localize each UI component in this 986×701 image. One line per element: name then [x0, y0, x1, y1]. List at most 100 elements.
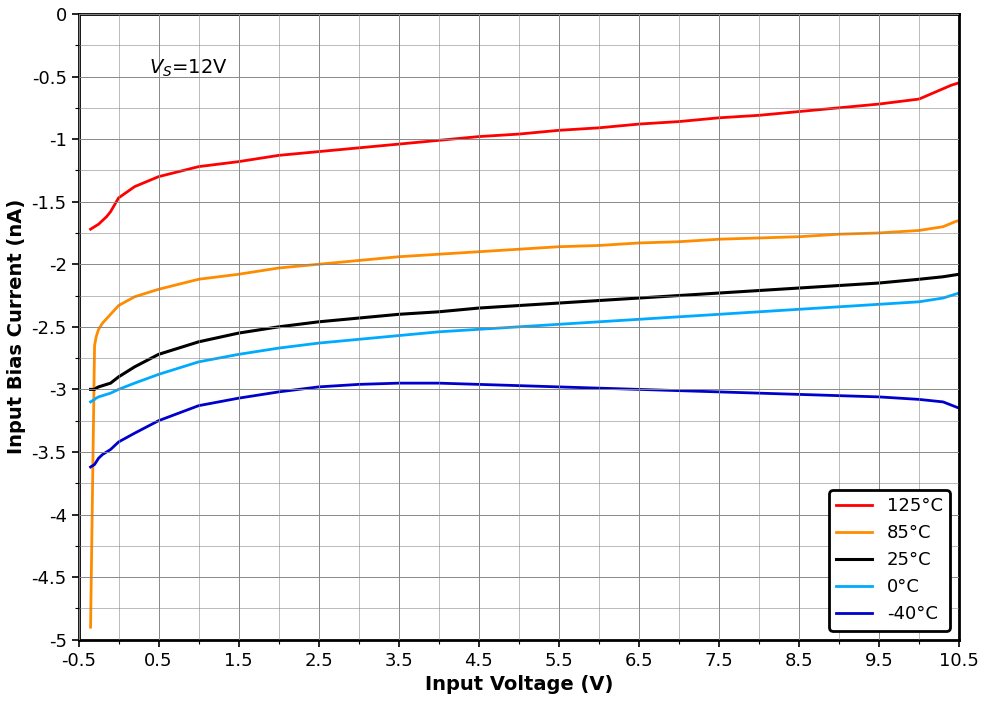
0°C: [85, 397, 97, 406]
-40°C: [553, 383, 565, 391]
85°C: [913, 226, 925, 235]
85°C: [97, 319, 108, 327]
-40°C: [85, 463, 97, 471]
0°C: [91, 394, 103, 402]
125°C: [85, 225, 97, 233]
85°C: [112, 301, 124, 310]
25°C: [593, 297, 604, 305]
0°C: [874, 300, 885, 308]
125°C: [946, 81, 957, 90]
25°C: [89, 385, 101, 393]
25°C: [833, 281, 845, 290]
Y-axis label: Input Bias Current (nA): Input Bias Current (nA): [7, 199, 26, 454]
25°C: [713, 289, 725, 297]
25°C: [353, 314, 365, 322]
85°C: [593, 241, 604, 250]
-40°C: [874, 393, 885, 401]
25°C: [112, 373, 124, 381]
85°C: [105, 310, 116, 318]
-40°C: [793, 390, 805, 399]
85°C: [392, 252, 404, 261]
85°C: [633, 239, 645, 247]
0°C: [513, 322, 525, 331]
85°C: [153, 285, 165, 294]
125°C: [392, 140, 404, 149]
25°C: [233, 329, 245, 337]
25°C: [553, 299, 565, 307]
25°C: [953, 270, 965, 278]
85°C: [129, 292, 141, 301]
0°C: [153, 370, 165, 379]
85°C: [553, 243, 565, 251]
Line: 125°C: 125°C: [91, 83, 959, 229]
-40°C: [313, 383, 324, 391]
85°C: [833, 230, 845, 238]
125°C: [953, 79, 965, 87]
125°C: [353, 144, 365, 152]
85°C: [953, 216, 965, 224]
125°C: [433, 136, 445, 144]
Line: 85°C: 85°C: [91, 220, 959, 627]
-40°C: [713, 388, 725, 396]
85°C: [433, 250, 445, 259]
0°C: [937, 294, 949, 302]
0°C: [273, 344, 285, 353]
85°C: [91, 333, 103, 341]
85°C: [233, 270, 245, 278]
X-axis label: Input Voltage (V): Input Voltage (V): [425, 675, 613, 694]
-40°C: [513, 381, 525, 390]
85°C: [713, 235, 725, 243]
25°C: [273, 322, 285, 331]
125°C: [553, 126, 565, 135]
0°C: [353, 335, 365, 343]
0°C: [313, 339, 324, 347]
Line: 25°C: 25°C: [91, 274, 959, 389]
-40°C: [473, 380, 485, 388]
85°C: [673, 238, 685, 246]
-40°C: [753, 389, 765, 397]
-40°C: [192, 402, 204, 410]
25°C: [473, 304, 485, 312]
125°C: [673, 117, 685, 125]
-40°C: [953, 404, 965, 412]
0°C: [753, 308, 765, 316]
0°C: [433, 327, 445, 336]
25°C: [793, 284, 805, 292]
0°C: [673, 313, 685, 321]
85°C: [937, 222, 949, 231]
125°C: [633, 120, 645, 128]
125°C: [105, 207, 116, 216]
85°C: [313, 260, 324, 268]
-40°C: [93, 454, 105, 463]
125°C: [833, 104, 845, 112]
Line: 0°C: 0°C: [91, 293, 959, 402]
-40°C: [392, 379, 404, 388]
-40°C: [129, 429, 141, 437]
-40°C: [673, 386, 685, 395]
-40°C: [593, 384, 604, 393]
85°C: [273, 264, 285, 272]
0°C: [793, 305, 805, 313]
125°C: [874, 100, 885, 108]
85°C: [513, 245, 525, 254]
0°C: [89, 395, 101, 404]
-40°C: [112, 437, 124, 446]
125°C: [513, 130, 525, 138]
125°C: [97, 216, 108, 224]
0°C: [97, 391, 108, 400]
25°C: [937, 273, 949, 281]
0°C: [473, 325, 485, 334]
125°C: [313, 147, 324, 156]
25°C: [85, 385, 97, 393]
-40°C: [105, 445, 116, 454]
25°C: [673, 292, 685, 300]
0°C: [553, 320, 565, 329]
-40°C: [937, 397, 949, 406]
25°C: [392, 310, 404, 318]
-40°C: [433, 379, 445, 388]
0°C: [129, 379, 141, 388]
85°C: [473, 247, 485, 256]
25°C: [753, 286, 765, 294]
85°C: [950, 217, 961, 226]
-40°C: [91, 458, 103, 466]
